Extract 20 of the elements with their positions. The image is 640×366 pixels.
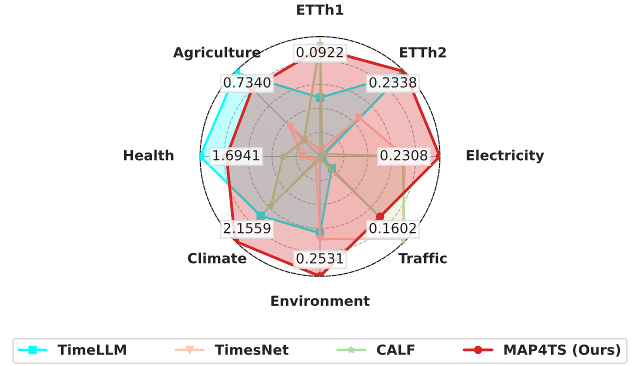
text: 0.7340 xyxy=(224,77,270,88)
legend-label: MAP4TS (Ours) xyxy=(504,344,620,357)
text: 0.1602 xyxy=(370,222,416,234)
text: 2.1559 xyxy=(224,222,270,234)
spoke-label: Agriculture xyxy=(173,46,260,60)
spoke-label: Environment xyxy=(271,295,370,306)
legend-label: CALF xyxy=(376,344,414,355)
spoke-label: ETTh2 xyxy=(400,46,446,58)
legend-label: TimeLLM xyxy=(58,344,126,355)
text: 0.2531 xyxy=(296,253,344,264)
legend-label: TimesNet xyxy=(214,344,288,355)
text: 0.2338 xyxy=(370,77,416,88)
spoke-label: Traffic xyxy=(398,252,447,264)
spoke-label: Electricity xyxy=(466,150,544,164)
spoke-label: Climate xyxy=(188,252,246,264)
text: 0.2308 xyxy=(380,150,428,160)
spoke-label: Health xyxy=(124,150,174,160)
spoke-label: ETTh1 xyxy=(297,4,344,15)
text: 0.0922 xyxy=(296,46,343,58)
text: 1.6941 xyxy=(213,150,260,160)
